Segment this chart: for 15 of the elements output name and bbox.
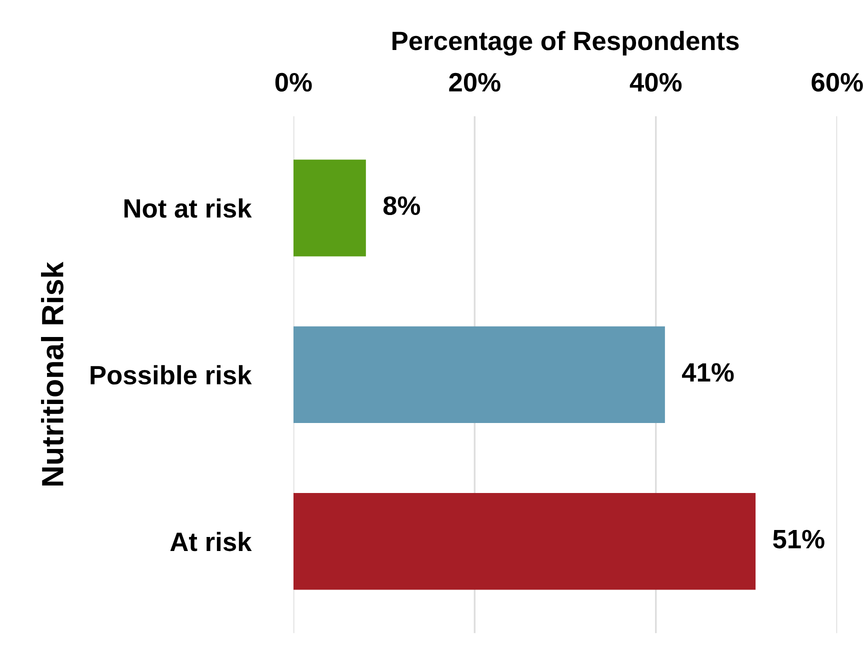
y-tick-label: Not at risk (124, 198, 252, 218)
data-label: 8% (383, 196, 420, 216)
y-tick-label: At risk (170, 532, 252, 552)
y-tick-label: Possible risk (90, 365, 252, 384)
bar (293, 160, 366, 256)
x-tick-label: 0% (275, 72, 312, 92)
data-label: 41% (682, 363, 734, 382)
x-tick-label: 20% (449, 72, 500, 92)
bar (293, 493, 756, 590)
x-tick-label: 40% (630, 72, 682, 92)
y-axis-title: Nutritional Risk (41, 262, 64, 486)
bar (293, 326, 665, 424)
x-tick-label: 60% (812, 72, 863, 92)
x-axis-title: Percentage of Respondents (392, 30, 739, 56)
data-label: 51% (773, 530, 824, 548)
